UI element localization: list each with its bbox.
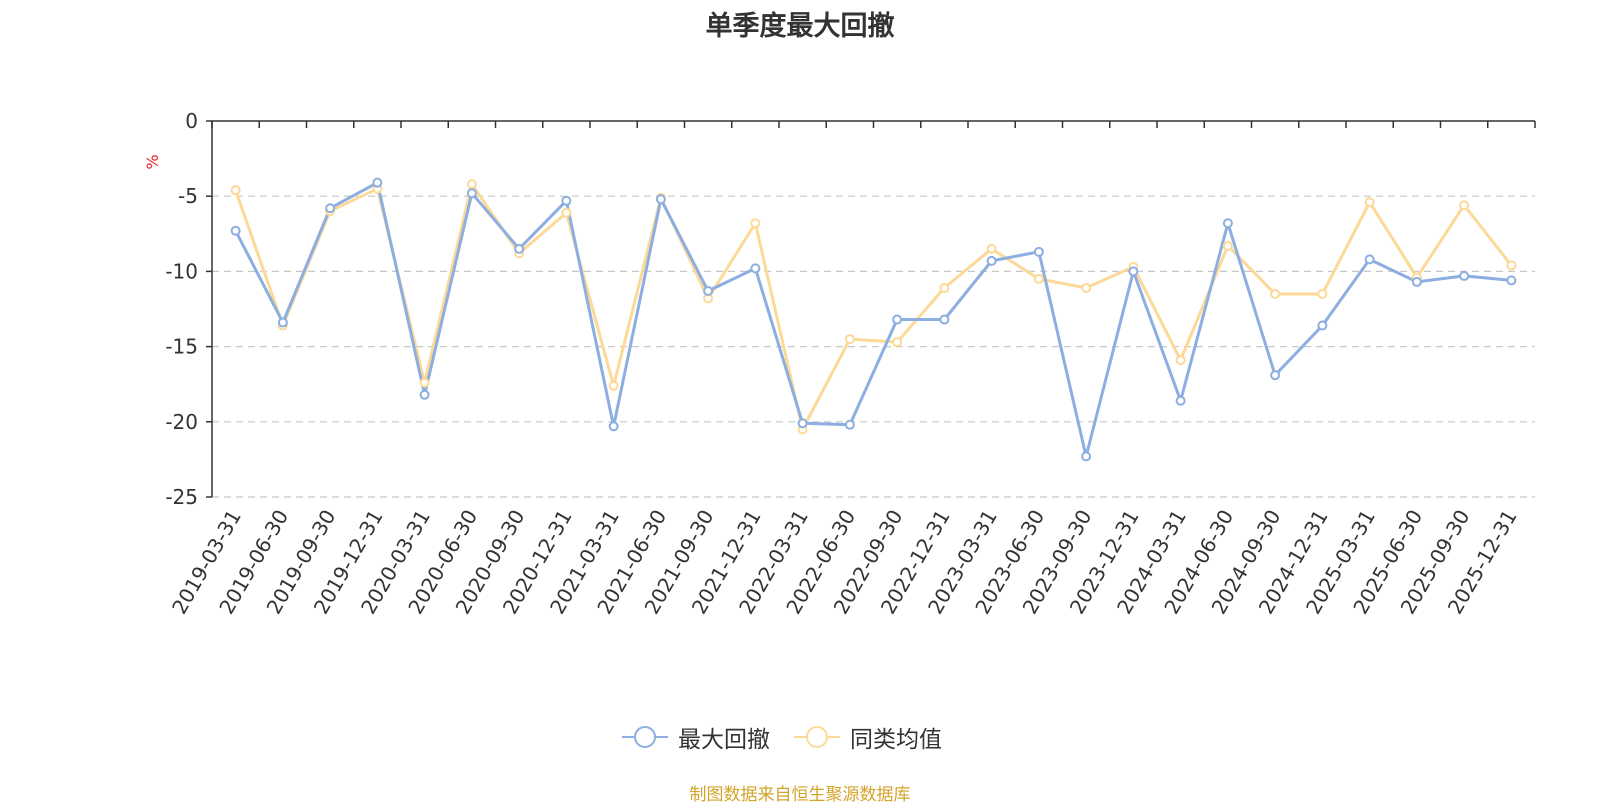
data-point: [750, 218, 761, 229]
data-point: [1459, 270, 1470, 281]
data-point: [939, 314, 950, 325]
legend-item-1[interactable]: 最大回撤: [620, 720, 770, 754]
y-tick-label: 0: [185, 109, 198, 133]
legend-label: 最大回撤: [678, 727, 770, 753]
data-point: [325, 203, 336, 214]
data-point: [1364, 254, 1375, 265]
data-point: [1317, 288, 1328, 299]
data-point: [1506, 260, 1517, 271]
data-point: [561, 207, 572, 218]
y-tick-label: -15: [165, 335, 198, 359]
series-line-1: [234, 181, 1512, 458]
data-point: [419, 389, 430, 400]
data-point: [230, 225, 241, 236]
data-point: [939, 282, 950, 293]
source-note: 制图数据来自恒生聚源数据库: [689, 785, 911, 805]
data-point: [703, 285, 714, 296]
y-tick-label: -5: [178, 184, 198, 208]
legend-swatch-icon: [794, 726, 840, 748]
data-point: [844, 419, 855, 430]
data-point: [1411, 276, 1422, 287]
data-point: [466, 179, 477, 190]
data-point: [750, 263, 761, 274]
data-point: [1222, 240, 1233, 251]
data-point: [608, 380, 619, 391]
data-point: [797, 418, 808, 429]
data-point: [1175, 395, 1186, 406]
data-point: [1222, 218, 1233, 229]
data-point: [986, 243, 997, 254]
legend-swatch-icon: [622, 726, 668, 748]
y-tick-label: -20: [165, 410, 198, 434]
data-point: [1270, 288, 1281, 299]
data-point: [561, 195, 572, 206]
data-point: [1128, 266, 1139, 277]
data-point: [1033, 246, 1044, 257]
y-axis-label: %: [143, 154, 162, 169]
data-point: [1506, 275, 1517, 286]
y-tick-label: -25: [165, 485, 198, 509]
data-point: [277, 317, 288, 328]
data-point: [230, 185, 241, 196]
data-point: [1364, 197, 1375, 208]
data-point: [1317, 320, 1328, 331]
data-point: [1175, 355, 1186, 366]
y-tick-label: -10: [165, 259, 198, 283]
data-point: [1459, 200, 1470, 211]
data-point: [1270, 370, 1281, 381]
data-point: [608, 421, 619, 432]
data-point: [514, 243, 525, 254]
data-point: [419, 377, 430, 388]
legend: 最大回撤 同类均值: [620, 720, 964, 754]
data-point: [1081, 451, 1092, 462]
data-point: [986, 255, 997, 266]
data-point: [466, 188, 477, 199]
data-point: [892, 337, 903, 348]
data-point: [655, 194, 666, 205]
data-point: [844, 334, 855, 345]
data-point: [1033, 273, 1044, 284]
data-point: [372, 177, 383, 188]
data-point: [892, 314, 903, 325]
series-line-2: [234, 182, 1513, 431]
data-point: [1081, 282, 1092, 293]
legend-item-2[interactable]: 同类均值: [792, 720, 942, 754]
chart-title: 单季度最大回撤: [705, 11, 895, 42]
legend-label: 同类均值: [850, 727, 942, 753]
